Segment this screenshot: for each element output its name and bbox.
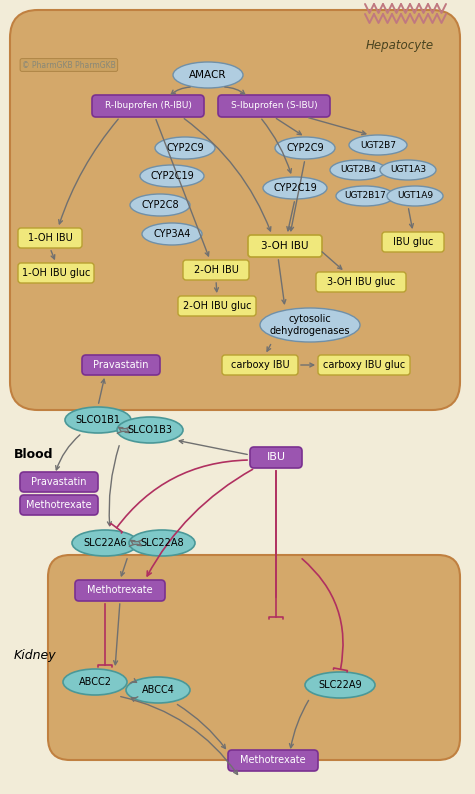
Text: CYP3A4: CYP3A4 [153,229,190,239]
Text: R-Ibuprofen (R-IBU): R-Ibuprofen (R-IBU) [104,102,191,110]
Text: Blood: Blood [14,449,54,461]
Text: UGT2B7: UGT2B7 [360,141,396,149]
Ellipse shape [275,137,335,159]
Text: Methotrexate: Methotrexate [87,585,153,595]
Text: 3-OH IBU: 3-OH IBU [261,241,309,251]
Text: dehydrogenases: dehydrogenases [270,326,350,336]
Ellipse shape [173,62,243,88]
Text: ABCC2: ABCC2 [78,677,112,687]
FancyBboxPatch shape [382,232,444,252]
Text: 3-OH IBU gluc: 3-OH IBU gluc [327,277,395,287]
Text: Methotrexate: Methotrexate [240,755,306,765]
FancyBboxPatch shape [248,235,322,257]
FancyBboxPatch shape [183,260,249,280]
Text: © PharmGKB PharmGKB: © PharmGKB PharmGKB [22,60,116,70]
Text: UGT2B17: UGT2B17 [344,191,386,201]
Text: 1-OH IBU gluc: 1-OH IBU gluc [22,268,90,278]
Text: Pravastatin: Pravastatin [31,477,87,487]
Text: UGT1A9: UGT1A9 [397,191,433,201]
Text: S-Ibuprofen (S-IBU): S-Ibuprofen (S-IBU) [231,102,317,110]
Text: cytosolic: cytosolic [289,314,332,324]
Ellipse shape [129,530,195,556]
Text: Hepatocyte: Hepatocyte [366,38,434,52]
Text: SLCO1B1: SLCO1B1 [76,415,121,425]
FancyBboxPatch shape [316,272,406,292]
FancyBboxPatch shape [228,750,318,771]
FancyBboxPatch shape [250,447,302,468]
Text: IBU gluc: IBU gluc [393,237,433,247]
Text: SLC22A6: SLC22A6 [83,538,127,548]
FancyBboxPatch shape [82,355,160,375]
Text: carboxy IBU gluc: carboxy IBU gluc [323,360,405,370]
Ellipse shape [155,137,215,159]
Text: 2-OH IBU gluc: 2-OH IBU gluc [183,301,251,311]
Text: CYP2C9: CYP2C9 [166,143,204,153]
Text: SLCO1B3: SLCO1B3 [127,425,172,435]
FancyBboxPatch shape [18,228,82,248]
Text: 1-OH IBU: 1-OH IBU [28,233,72,243]
Ellipse shape [263,177,327,199]
Ellipse shape [72,530,138,556]
Text: UGT2B4: UGT2B4 [340,165,376,175]
Ellipse shape [126,677,190,703]
Text: Kidney: Kidney [14,649,57,661]
Text: AMACR: AMACR [189,70,227,80]
Text: CYP2C19: CYP2C19 [150,171,194,181]
FancyBboxPatch shape [20,472,98,492]
Ellipse shape [305,672,375,698]
Text: UGT1A3: UGT1A3 [390,165,426,175]
Text: 2-OH IBU: 2-OH IBU [194,265,238,275]
Text: SLC22A9: SLC22A9 [318,680,362,690]
FancyBboxPatch shape [75,580,165,601]
FancyBboxPatch shape [18,263,94,283]
Ellipse shape [330,160,386,180]
Ellipse shape [387,186,443,206]
Ellipse shape [142,223,202,245]
Text: CYP2C19: CYP2C19 [273,183,317,193]
FancyBboxPatch shape [48,555,460,760]
FancyBboxPatch shape [178,296,256,316]
Ellipse shape [65,407,131,433]
FancyBboxPatch shape [218,95,330,117]
Ellipse shape [349,135,407,155]
Text: Pravastatin: Pravastatin [93,360,149,370]
Ellipse shape [336,186,394,206]
FancyBboxPatch shape [92,95,204,117]
FancyBboxPatch shape [20,495,98,515]
Ellipse shape [140,165,204,187]
Text: ABCC4: ABCC4 [142,685,174,695]
Ellipse shape [380,160,436,180]
Text: SLC22A8: SLC22A8 [140,538,184,548]
Ellipse shape [63,669,127,695]
FancyBboxPatch shape [318,355,410,375]
Text: CYP2C8: CYP2C8 [141,200,179,210]
Text: carboxy IBU: carboxy IBU [231,360,289,370]
Ellipse shape [130,194,190,216]
Text: Methotrexate: Methotrexate [26,500,92,510]
Ellipse shape [117,417,183,443]
Text: IBU: IBU [266,452,285,462]
Text: CYP2C9: CYP2C9 [286,143,324,153]
FancyBboxPatch shape [10,10,460,410]
FancyBboxPatch shape [222,355,298,375]
Ellipse shape [260,308,360,342]
